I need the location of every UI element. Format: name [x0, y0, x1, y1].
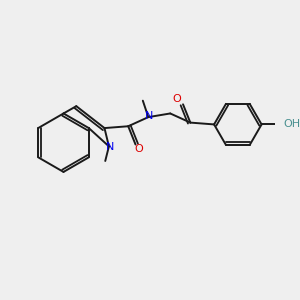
Text: N: N [145, 111, 153, 121]
Text: OH: OH [284, 119, 300, 129]
Text: O: O [172, 94, 181, 104]
Text: O: O [135, 144, 144, 154]
Text: N: N [106, 142, 114, 152]
